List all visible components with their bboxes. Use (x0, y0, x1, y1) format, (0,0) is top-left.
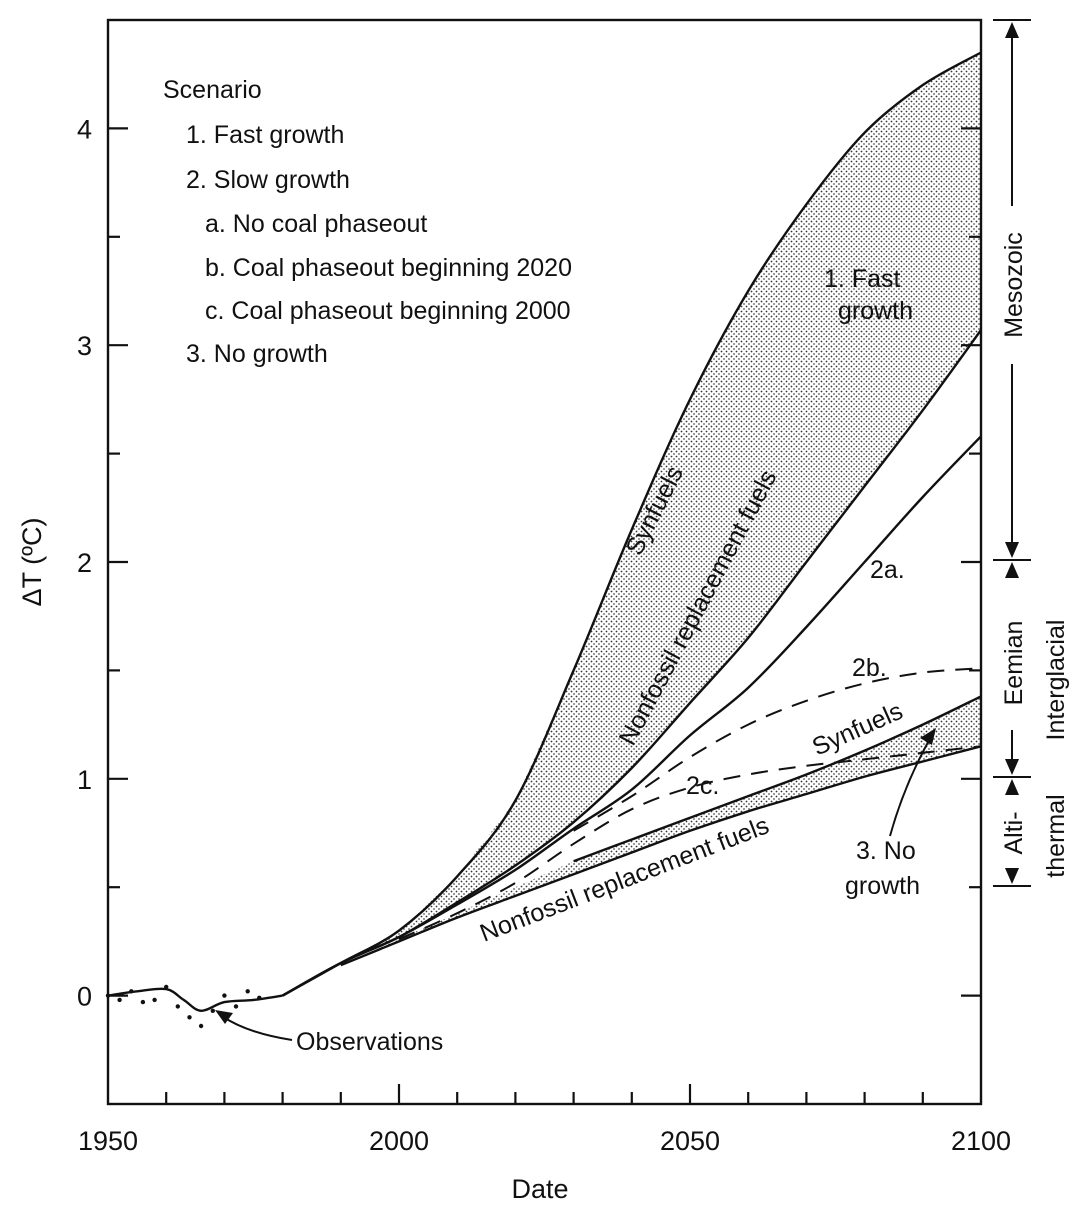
altithermal-arrow-down (1005, 868, 1019, 884)
observation-point (198, 1023, 204, 1029)
period-label-mesozoic: Mesozoic (1000, 232, 1028, 338)
y-axis-title: ΔT (ºC) (17, 518, 47, 607)
observation-point (152, 997, 157, 1003)
legend-item-fast-growth: 1. Fast growth (186, 121, 344, 149)
series-observations-9 (107, 987, 283, 1012)
legend-title: Scenario (163, 76, 262, 104)
observation-point (140, 999, 146, 1005)
eemian-arrow-up (1005, 562, 1019, 578)
series-synfuels-1 (282, 51, 982, 997)
x-tick-label-1950: 1950 (78, 1126, 138, 1156)
observation-point (117, 997, 122, 1003)
legend-item-slow-growth: 2. Slow growth (186, 166, 350, 194)
altithermal-arrow-up (1005, 779, 1019, 795)
annotation-2b: 2b. (852, 654, 887, 682)
no-growth-arrow (889, 734, 933, 837)
observation-point (210, 1008, 215, 1013)
eemian-arrow-down (1005, 759, 1019, 775)
observation-point (175, 1004, 180, 1009)
shaded-band-2 (340, 696, 981, 966)
x-tick-label-2050: 2050 (660, 1126, 720, 1156)
legend-item-phaseout-2020: b. Coal phaseout beginning 2020 (205, 254, 572, 282)
series-lines (105, 51, 982, 1029)
period-label-alti: Alti- (1000, 811, 1028, 854)
plot-frame (106, 18, 983, 1106)
observations-arrow (221, 1015, 293, 1041)
period-label-eemian: Eemian (1000, 621, 1028, 706)
axis-ticks: 1950 2000 2050 2100 0 1 2 3 4 (77, 114, 1011, 1156)
period-label-thermal: thermal (1042, 794, 1070, 877)
y-tick-label-1: 1 (77, 765, 92, 795)
x-tick-label-2000: 2000 (369, 1126, 429, 1156)
legend-item-no-growth: 3. No growth (186, 340, 328, 368)
observation-point (187, 1015, 192, 1020)
observation-point (245, 989, 250, 994)
x-tick-label-2100: 2100 (951, 1126, 1011, 1156)
shaded-bands (282, 52, 982, 996)
series-2c-5 (398, 745, 982, 941)
mesozoic-arrow-up (1005, 22, 1019, 38)
period-label-interglacial: Interglacial (1042, 620, 1070, 741)
y-tick-label-3: 3 (77, 331, 92, 361)
annotation-observations: Observations (296, 1028, 443, 1056)
y-tick-label-0: 0 (77, 982, 92, 1012)
shaded-band-1 (282, 52, 982, 996)
x-axis-title: Date (511, 1174, 568, 1204)
annotation-fast-growth-line1: 1. Fast (824, 265, 900, 293)
period-brackets: Mesozoic Eemian Interglacial Alti- therm… (993, 19, 1070, 887)
series-2a-3 (282, 435, 982, 997)
annotation-fast-growth-line2: growth (838, 297, 913, 325)
mesozoic-arrow-down (1005, 542, 1019, 558)
y-tick-label-2: 2 (77, 548, 92, 578)
observations-arrowhead (215, 1010, 233, 1024)
series-synfuels-6 (573, 695, 982, 863)
series-nonfossil-replacement-fuels-7 (340, 745, 982, 967)
y-tick-label-4: 4 (77, 114, 92, 144)
observation-point (233, 1004, 239, 1009)
no-growth-arrowhead (920, 728, 936, 745)
annotation-no-growth-line2: growth (845, 872, 920, 900)
series-2b-4 (573, 667, 982, 832)
annotation-2c: 2c. (686, 772, 719, 800)
annotation-2a: 2a. (870, 556, 905, 584)
annotation-no-growth-line1: 3. No (856, 837, 916, 865)
observation-point (222, 993, 227, 998)
legend-item-no-coal-phaseout: a. No coal phaseout (205, 210, 427, 238)
legend: Scenario 1. Fast growth 2. Slow growth a… (163, 76, 572, 368)
legend-item-phaseout-2000: c. Coal phaseout beginning 2000 (205, 297, 571, 325)
